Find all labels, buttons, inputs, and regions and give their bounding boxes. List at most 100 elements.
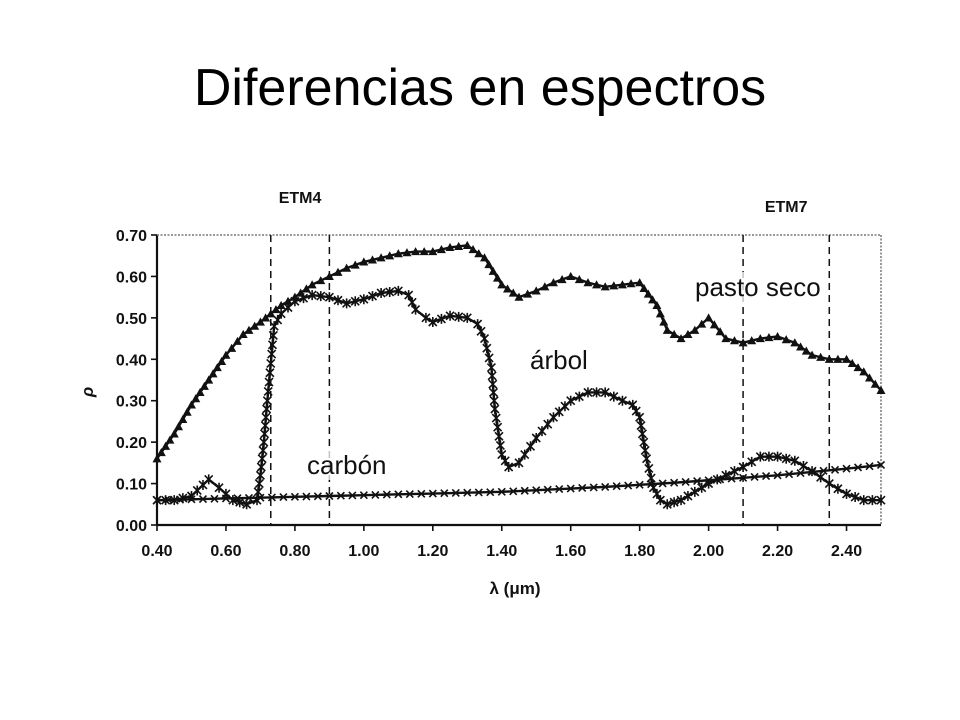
series-marker	[853, 463, 863, 472]
series-marker	[164, 495, 173, 504]
series-marker	[497, 280, 507, 289]
x-tick-label: 2.00	[693, 543, 724, 560]
y-tick-label: 0.70	[116, 228, 147, 245]
series-marker	[637, 428, 647, 439]
series-marker	[221, 494, 231, 503]
series-marker	[479, 333, 490, 344]
series-marker	[548, 278, 558, 287]
series-marker	[266, 358, 276, 369]
y-tick-label: 0.20	[116, 435, 147, 452]
series-marker	[276, 300, 286, 310]
series-marker	[773, 332, 783, 341]
series-marker	[244, 325, 254, 334]
series-marker	[865, 373, 875, 382]
y-tick-label: 0.10	[116, 477, 147, 494]
series-marker	[174, 422, 184, 431]
series-marker	[773, 471, 782, 480]
series-marker	[359, 491, 368, 500]
series-marker	[853, 363, 863, 372]
series-marker	[468, 245, 478, 254]
x-tick-label: 2.20	[762, 543, 793, 560]
series-marker	[543, 485, 552, 494]
series-marker	[503, 284, 513, 293]
series-marker	[635, 278, 645, 287]
series-marker	[509, 487, 518, 496]
series-marker	[790, 455, 800, 466]
series-marker	[484, 260, 494, 269]
series-marker	[617, 280, 627, 289]
series-marker	[411, 247, 421, 256]
series-marker	[267, 349, 277, 360]
series-marker	[729, 466, 740, 477]
series-marker	[212, 363, 222, 372]
series-line	[157, 289, 881, 506]
y-axis-label: ρ	[78, 387, 97, 398]
series-marker	[227, 343, 237, 352]
series-marker	[523, 289, 533, 298]
series-marker	[336, 491, 345, 500]
series-marker	[436, 313, 446, 324]
series-marker	[462, 240, 472, 249]
series-marker	[681, 477, 690, 486]
series-line	[156, 463, 882, 502]
series-marker	[715, 327, 725, 336]
series-marker	[652, 300, 662, 310]
series-marker	[609, 281, 619, 290]
chart-labels: ρ λ (μm) ETM4 ETM7 pasto seco árbol carb…	[78, 190, 824, 598]
x-tick-label: 1.80	[624, 543, 655, 560]
x-tick-label: 1.60	[555, 543, 586, 560]
x-axis-label: λ (μm)	[489, 579, 540, 598]
series-label-backdrop	[304, 450, 390, 480]
series-marker	[636, 420, 646, 431]
series-marker	[152, 496, 162, 505]
x-tick-label: 1.40	[486, 543, 517, 560]
series-label-backdrop	[692, 272, 824, 302]
series-marker	[298, 293, 309, 304]
series-marker	[662, 325, 672, 334]
series-marker	[495, 440, 505, 451]
y-tick-label: 0.00	[116, 518, 147, 535]
series-marker	[816, 352, 826, 361]
series-marker	[764, 333, 774, 342]
series-marker	[428, 489, 437, 498]
series-marker	[232, 336, 242, 345]
series-marker	[199, 381, 209, 390]
series-marker	[221, 350, 231, 359]
series-marker	[842, 354, 852, 363]
band-label-etm7: ETM7	[765, 199, 808, 216]
series-marker	[393, 249, 403, 258]
series-layer	[152, 240, 886, 510]
series-marker	[704, 313, 714, 322]
series-pasto-seco	[152, 240, 886, 463]
series-marker	[313, 492, 322, 501]
series-marker	[662, 499, 672, 510]
y-tick-label: 0.60	[116, 269, 147, 286]
series-marker	[324, 292, 334, 303]
series-marker	[491, 413, 501, 424]
series-marker	[256, 462, 266, 472]
series-marker	[773, 451, 783, 462]
series-marker	[238, 329, 248, 339]
series-marker	[647, 480, 656, 489]
series-marker	[333, 267, 343, 276]
axis-ticks: 0.00 0.10 0.20 0.30 0.40 0.50 0.60 0.70 0.40 0.60…	[116, 228, 862, 560]
series-marker	[531, 433, 541, 443]
x-tick-label: 1.20	[417, 543, 448, 560]
series-marker	[267, 339, 278, 350]
series-marker	[716, 475, 725, 484]
y-tick-label: 0.30	[116, 394, 147, 411]
series-marker	[721, 334, 731, 343]
series-marker	[690, 486, 700, 497]
series-marker	[367, 255, 377, 264]
series-marker	[658, 479, 667, 488]
series-marker	[639, 283, 649, 292]
series-marker	[639, 437, 649, 448]
series-marker	[182, 407, 192, 416]
series-marker	[178, 414, 188, 423]
series-marker	[600, 387, 610, 398]
series-marker	[262, 395, 272, 406]
series-marker	[540, 282, 550, 291]
series-marker	[217, 356, 227, 365]
series-marker	[436, 245, 446, 254]
series-marker	[697, 319, 707, 328]
